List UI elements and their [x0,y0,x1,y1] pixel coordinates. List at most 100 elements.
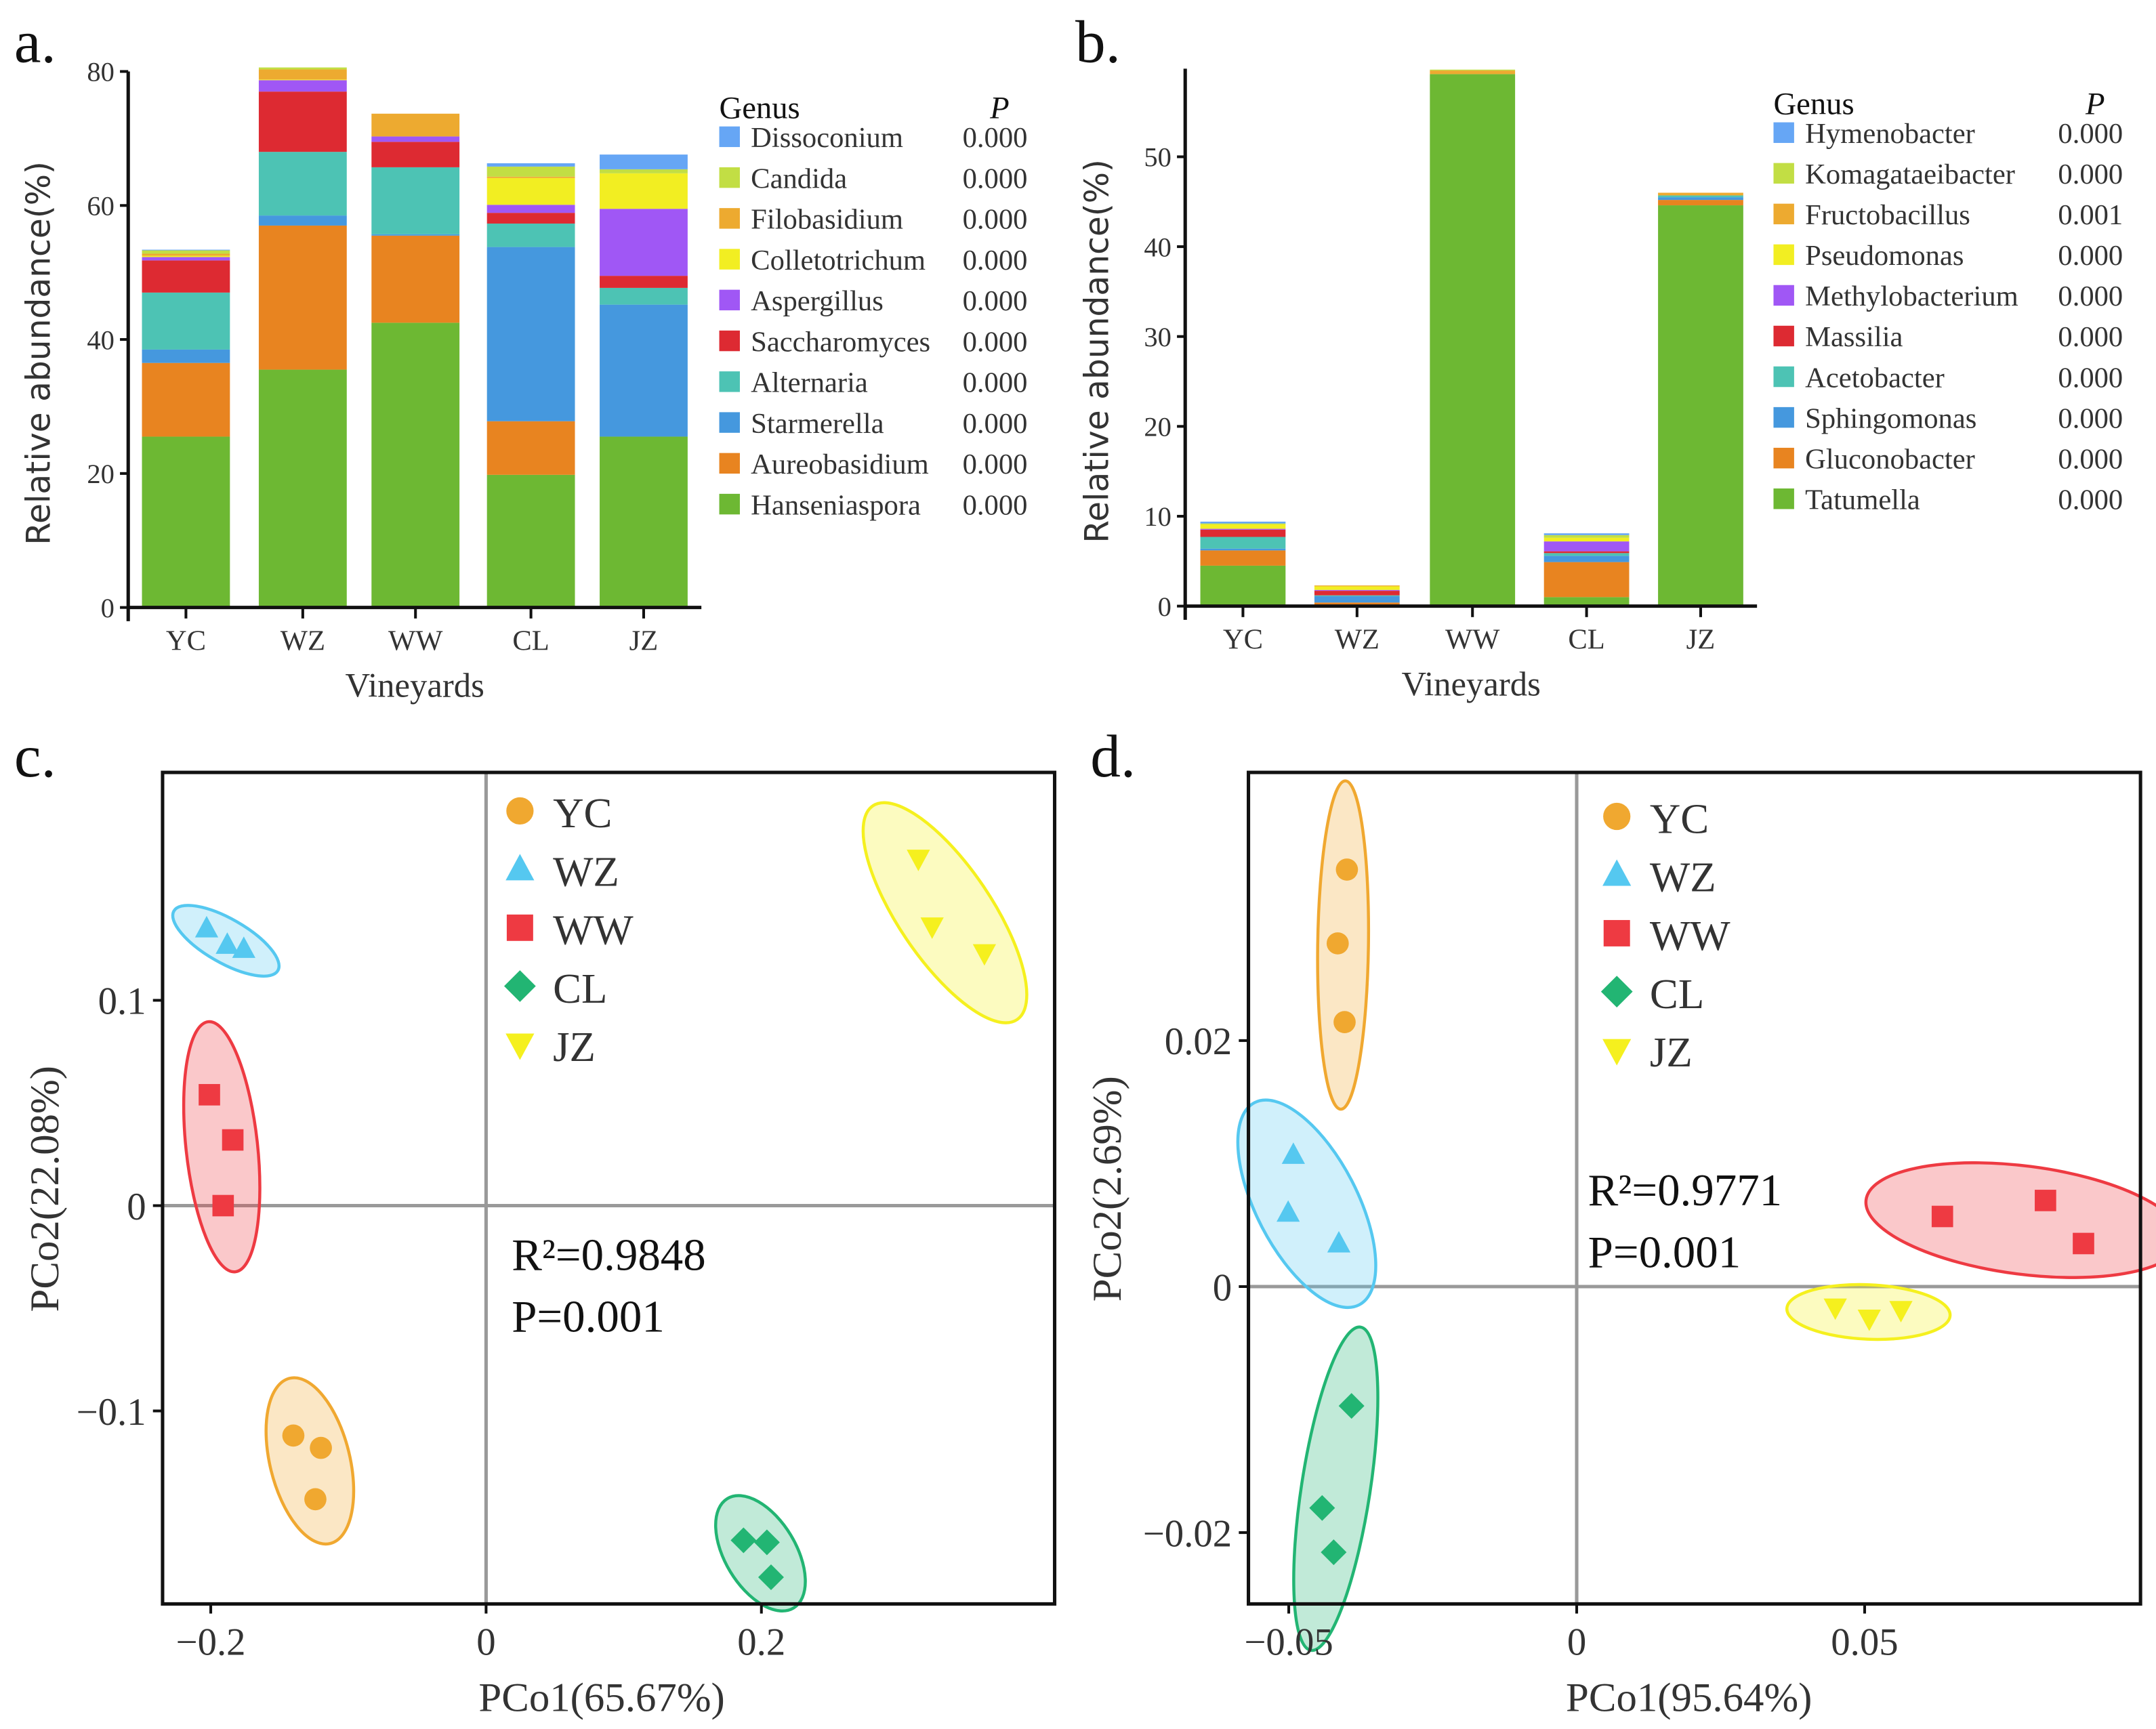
legend-item: Colletotrichum 0.000 [719,245,1027,276]
y-axis-title: Relative abundance(%) [1079,159,1117,543]
x-tick-label: WZ [1335,624,1380,656]
data-point [304,1488,327,1511]
bar-segment-CL-saccharomyces [486,213,575,224]
bar-segment-JZ-dissoconium [600,154,688,169]
data-point [2073,1232,2094,1255]
bar-segment-YC-tatumella [1200,565,1286,606]
x-tick-label: JZ [1686,624,1716,656]
legend-p-value: 0.000 [2058,402,2123,434]
data-point [222,1129,244,1151]
legend-label: Sphingomonas [1805,402,1976,434]
confidence-ellipse [264,1376,356,1546]
legend-label: Massilia [1805,321,1903,353]
legend-marker [505,1033,535,1060]
legend-swatch [719,371,740,392]
legend-label: Pseudomonas [1805,240,1964,272]
bar-segment-CL-sphingomonas [1543,556,1630,562]
legend-item: WW [506,907,634,954]
legend-item: JZ [1602,1028,1693,1076]
bar-segment-WZ-colletotrichum [258,79,347,81]
y-tick-label: 60 [87,190,115,221]
bar-segment-WW-tatumella [1430,74,1516,606]
legend: Genus P Hymenobacter 0.000 Komagataeibacter 0… [1773,86,2123,516]
y-tick-label: −0.1 [77,1391,146,1434]
data-point [1309,1495,1335,1521]
data-point [282,1424,305,1447]
legend-label: JZ [553,1023,596,1070]
y-tick-label: 0.1 [98,980,146,1023]
legend-label: Tatumella [1805,484,1920,516]
legend-label: WW [553,907,634,954]
legend-item: Hanseniaspora 0.000 [719,489,1027,521]
bar-segment-CL-aureobasidium [486,421,575,475]
y-axis-title: Relative abundance(%) [20,161,58,545]
legend-p-value: 0.000 [963,122,1028,154]
bar-segment-YC-acetobacter [1200,537,1286,549]
legend-label: YC [553,789,612,837]
data-point [1277,1200,1300,1222]
legend-label: Starmerella [751,408,884,440]
legend-p-value: 0.000 [963,326,1028,358]
legend-item: Alternaria 0.000 [719,367,1028,399]
legend-item: Tatumella 0.000 [1773,484,2123,516]
legend-p-value: 0.000 [2058,321,2123,353]
legend-item: CL [504,965,607,1012]
legend-label: Fructobacillus [1805,199,1970,231]
bar-segment-YC-gluconobacter [1200,550,1286,566]
x-tick-label: −0.05 [1244,1621,1333,1663]
bar-segment-YC-methylobacterium [1200,528,1286,530]
legend-label: Aspergillus [751,285,884,317]
data-point [920,917,944,939]
bar-segment-YC-saccharomyces [142,260,230,293]
bar-segment-WW-aspergillus [371,136,460,142]
x-axis-title: Vineyards [346,667,484,705]
legend-p-header: P [2085,86,2105,121]
data-point [1889,1301,1913,1322]
group-ww [182,1020,262,1274]
legend-p-value: 0.000 [2058,443,2123,475]
legend-item: Starmerella 0.000 [719,408,1027,440]
x-tick-label: 0.05 [1831,1621,1898,1663]
bar-segment-WZ-gluconobacter [1314,602,1400,606]
x-tick-label: YC [1223,624,1263,656]
bar-segment-WZ-alternaria [258,152,347,216]
x-axis-title: PCo1(95.64%) [1566,1675,1812,1721]
data-point [1281,1142,1305,1164]
legend-label: Candida [751,163,847,194]
legend-label: YC [1650,795,1709,842]
legend-swatch [1773,285,1794,306]
x-tick-label: JZ [629,625,659,657]
group-cl [713,1494,807,1613]
legend-item: WZ [1602,854,1716,901]
legend-p-value: 0.000 [963,285,1028,317]
group-wz [1236,1098,1377,1310]
data-point [215,932,239,954]
data-point [1333,1011,1356,1033]
legend-swatch [719,412,740,433]
data-point [199,1084,220,1106]
bar-segment-JZ-sphingomonas [1658,197,1743,201]
legend-label: JZ [1650,1028,1693,1076]
legend-p-value: 0.000 [2058,280,2123,312]
bar-segment-JZ-acetobacter [1658,195,1743,198]
bar-segment-YC-hanseniaspora [142,436,230,608]
bar-segment-JZ-tatumella [1658,205,1743,606]
legend-p-value: 0.000 [2058,484,2123,516]
confidence-ellipse [1236,1098,1377,1310]
legend-marker [1603,802,1631,831]
y-tick-label: 20 [1144,412,1172,442]
panel-label: b. [1075,8,1121,75]
bar-segment-YC-massilia [1200,529,1286,537]
bar-segment-YC-alternaria [142,292,230,350]
bar-segment-YC-starmerella [142,349,230,363]
bar-segment-YC-aureobasidium [142,362,230,437]
legend-p-value: 0.000 [963,367,1028,399]
data-point [194,915,219,938]
legend-marker [506,914,533,941]
legend-item: CL [1600,970,1704,1018]
legend-swatch [719,167,740,188]
data-point [1823,1298,1847,1320]
legend-p-value: 0.000 [963,449,1028,480]
bar-segment-WZ-massilia [1314,591,1400,596]
